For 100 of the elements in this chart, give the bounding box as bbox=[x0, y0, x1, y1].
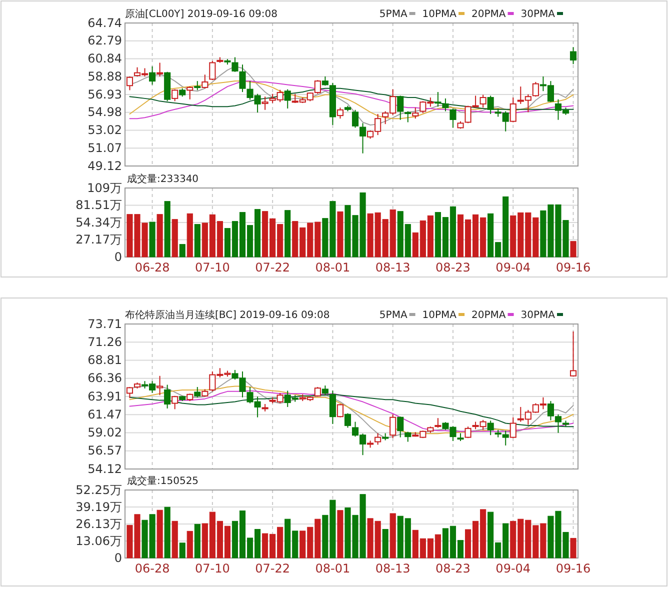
x-tick-label: 08-23 bbox=[436, 260, 470, 275]
bar bbox=[284, 210, 291, 258]
y-tick-label: 56.93 bbox=[88, 87, 122, 102]
candlestick bbox=[442, 98, 449, 112]
candlestick bbox=[336, 404, 344, 418]
candlestick bbox=[329, 390, 336, 424]
x-tick-label: 08-13 bbox=[375, 562, 410, 576]
candlestick bbox=[352, 109, 359, 128]
chart-title: 成交量:233340 bbox=[127, 173, 199, 185]
y-tick-label: 63.91 bbox=[88, 389, 122, 404]
y-tick-label: 56.57 bbox=[88, 444, 122, 458]
y-tick-label: 53.02 bbox=[88, 123, 122, 138]
x-tick-label: 06-28 bbox=[134, 562, 170, 576]
candlestick bbox=[344, 412, 352, 428]
y-tick-label: 64.74 bbox=[88, 16, 122, 30]
candlestick bbox=[322, 385, 328, 396]
candlestick bbox=[570, 46, 577, 65]
y-tick-label: 51.07 bbox=[88, 140, 122, 155]
y-tick-label: 54.98 bbox=[88, 105, 122, 120]
bar bbox=[186, 213, 193, 258]
candlestick bbox=[397, 416, 404, 438]
y-tick-label: 27.17万 bbox=[76, 232, 122, 247]
legend-label: 20PMA bbox=[472, 9, 506, 20]
y-tick-label: 71.26 bbox=[88, 334, 122, 349]
candlestick bbox=[186, 86, 194, 100]
x-tick-label: 09-16 bbox=[556, 562, 591, 576]
bar bbox=[164, 201, 170, 258]
candlestick bbox=[164, 384, 171, 409]
candlestick bbox=[202, 74, 208, 89]
candlestick bbox=[487, 95, 494, 114]
candlestick bbox=[532, 81, 539, 98]
bar bbox=[337, 211, 344, 258]
y-tick-label: 13.06万 bbox=[76, 534, 122, 548]
bar bbox=[570, 538, 576, 558]
y-tick-label: 59.02 bbox=[88, 426, 122, 440]
candlestick bbox=[434, 418, 442, 428]
x-tick-label: 09-16 bbox=[556, 260, 591, 275]
y-tick-label: 66.36 bbox=[88, 371, 122, 386]
y-tick-label: 109万 bbox=[87, 180, 122, 195]
y-tick-label: 81.51万 bbox=[76, 198, 122, 212]
bar bbox=[164, 506, 170, 558]
bar bbox=[186, 530, 193, 558]
bar bbox=[390, 513, 396, 558]
candlestick bbox=[209, 60, 216, 81]
candlestick bbox=[480, 94, 486, 108]
candlestick bbox=[239, 64, 246, 93]
candlestick bbox=[284, 88, 291, 110]
x-tick-label: 08-01 bbox=[315, 260, 350, 275]
candlestick bbox=[510, 416, 516, 439]
y-tick-label: 54.34万 bbox=[76, 215, 122, 230]
candlestick bbox=[359, 122, 366, 154]
candlestick bbox=[390, 414, 396, 439]
chart-title: 布伦特原油当月连续[BC] 2019-09-16 09:08 bbox=[125, 309, 330, 321]
candlestick bbox=[404, 431, 412, 442]
y-tick-label: 52.25万 bbox=[76, 482, 122, 497]
x-tick-label: 07-10 bbox=[194, 562, 230, 576]
bar bbox=[194, 524, 200, 558]
candlestick bbox=[156, 62, 164, 77]
x-tick-label: 07-22 bbox=[255, 260, 290, 275]
x-tick-label: 08-23 bbox=[436, 562, 470, 576]
bar bbox=[156, 510, 163, 558]
candlestick bbox=[194, 386, 201, 398]
bar bbox=[172, 219, 178, 258]
legend-label: 10PMA bbox=[422, 9, 457, 20]
candlestick bbox=[149, 66, 156, 86]
candlestick bbox=[450, 108, 456, 128]
candlestick bbox=[194, 80, 201, 91]
candlestick bbox=[570, 330, 577, 378]
bar bbox=[337, 510, 344, 558]
candlestick bbox=[262, 96, 268, 110]
legend-label: 5PMA bbox=[379, 310, 408, 321]
legend-label: 30PMA bbox=[520, 310, 556, 321]
bar bbox=[570, 241, 576, 258]
x-tick-label: 08-01 bbox=[315, 562, 350, 576]
y-tick-label: 26.13万 bbox=[76, 516, 122, 531]
candlestick bbox=[156, 375, 164, 396]
x-tick-label: 09-04 bbox=[496, 260, 531, 275]
y-tick-label: 54.12 bbox=[88, 462, 122, 476]
legend-label: 20PMA bbox=[472, 310, 506, 321]
x-tick-label: 07-10 bbox=[194, 260, 230, 275]
y-tick-label: 0 bbox=[114, 250, 122, 264]
legend-label: 10PMA bbox=[422, 310, 457, 321]
chart-title: 原油[CL00Y] 2019-09-16 09:08 bbox=[125, 8, 278, 20]
bar bbox=[179, 244, 186, 258]
bar bbox=[172, 520, 178, 558]
candlestick bbox=[412, 107, 419, 120]
y-tick-label: 60.84 bbox=[88, 52, 122, 66]
legend-label: 5PMA bbox=[379, 9, 408, 20]
candlestick bbox=[487, 420, 494, 436]
y-tick-label: 49.12 bbox=[88, 158, 122, 173]
candlestick bbox=[126, 76, 134, 91]
bar bbox=[179, 542, 186, 558]
x-tick-label: 09-04 bbox=[496, 562, 531, 576]
y-tick-label: 61.47 bbox=[88, 407, 122, 422]
legend-label: 30PMA bbox=[520, 9, 556, 20]
bar bbox=[382, 528, 388, 558]
candlestick bbox=[397, 95, 404, 120]
candlestick bbox=[510, 97, 516, 123]
candlestick bbox=[404, 110, 412, 123]
candlestick bbox=[172, 395, 178, 410]
